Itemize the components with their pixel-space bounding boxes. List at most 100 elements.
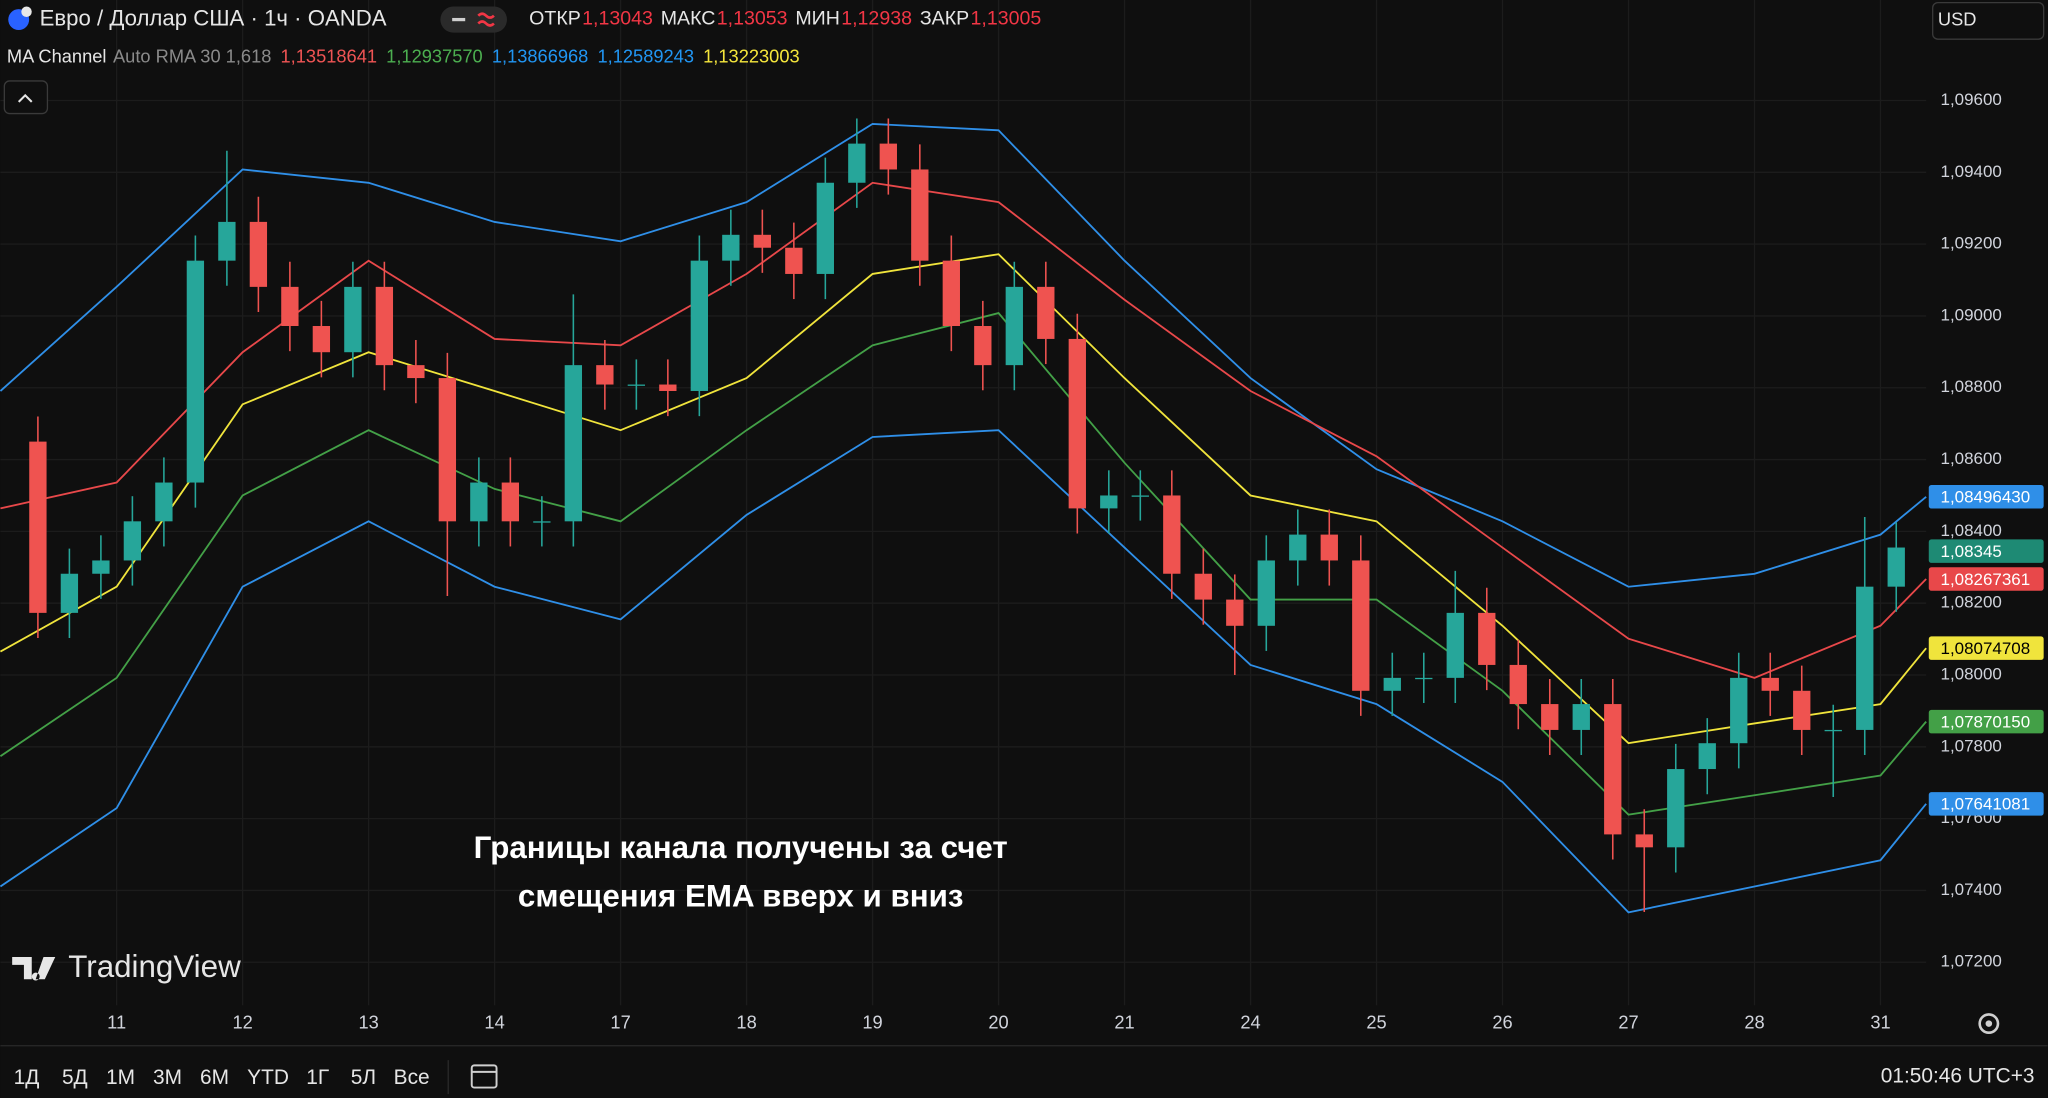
price-label-box <box>1928 709 2044 734</box>
range-button[interactable]: 3M <box>153 1066 182 1089</box>
candle-body <box>92 560 110 574</box>
channel-line <box>0 429 1927 914</box>
candle-body <box>1604 704 1622 835</box>
indicator-value: 1,12589243 <box>597 45 694 66</box>
channel-line <box>0 122 1927 588</box>
x-tick-label: 11 <box>107 1011 126 1032</box>
candle-body <box>375 286 394 366</box>
ohlc-value: 1,12938 <box>841 8 912 30</box>
indicator-legend: MA Channel Auto RMA 30 1,618 1,13518641 1,1… <box>7 45 800 66</box>
candle-body <box>249 221 268 287</box>
x-tick-label: 13 <box>358 1011 378 1032</box>
settings-icon-core <box>1985 1020 1993 1027</box>
range-button[interactable]: 1Д <box>14 1066 40 1089</box>
x-tick-label: 18 <box>736 1011 756 1032</box>
candle-body <box>1541 704 1559 730</box>
candle-body <box>1730 677 1748 744</box>
x-tick-label: 28 <box>1744 1011 1764 1032</box>
candle-body <box>1163 495 1181 574</box>
candle-body <box>1667 769 1685 848</box>
annotation: смещения EMA вверх и вниз <box>518 879 964 914</box>
indicator-value: 1,13518641 <box>281 45 378 66</box>
candle-body <box>501 482 520 522</box>
candle-body <box>911 169 929 261</box>
candle-body <box>407 365 425 379</box>
candle-body <box>470 482 488 522</box>
candle-body <box>312 326 331 353</box>
candle-body <box>1194 573 1212 600</box>
clock: 01:50:46 UTC+3 <box>1881 1065 2035 1088</box>
candle-body <box>753 234 771 248</box>
x-tick-label: 20 <box>988 1011 1008 1032</box>
x-tick-label: 17 <box>610 1011 630 1032</box>
range-button[interactable]: 1Г <box>306 1066 329 1089</box>
settings-icon[interactable] <box>1978 1013 2000 1035</box>
candle-body <box>942 260 960 327</box>
x-tick-label: 26 <box>1492 1011 1512 1032</box>
range-button[interactable]: 1M <box>106 1066 135 1089</box>
price-label: 1,07870150 <box>1941 712 2031 731</box>
candle-body <box>564 365 583 522</box>
currency-box[interactable] <box>1932 1 2045 40</box>
price-label: 1,08074708 <box>1941 639 2031 658</box>
candle-body <box>1415 677 1433 680</box>
candle-body <box>785 247 803 274</box>
candle-body <box>1005 286 1023 366</box>
indicator-name: MA Channel <box>7 45 107 66</box>
calendar-icon[interactable] <box>470 1064 498 1089</box>
candle-body <box>816 182 834 274</box>
candle-body <box>1352 560 1370 691</box>
collapse-icon <box>17 93 33 103</box>
grid <box>0 0 1927 1006</box>
price-label: 1,08345 <box>1941 542 2002 561</box>
logo-icon <box>12 956 56 981</box>
candle-body <box>218 221 236 261</box>
candle-body <box>1635 834 1653 848</box>
channel-line <box>0 253 1927 745</box>
candle-body <box>281 286 299 327</box>
candle-body <box>1131 495 1149 497</box>
candle-body <box>155 482 173 522</box>
range-button[interactable]: Все <box>394 1066 430 1089</box>
ohlc-value: 1,13005 <box>970 8 1041 30</box>
x-tick-label: 31 <box>1870 1011 1890 1032</box>
candle-body <box>29 441 47 613</box>
range-button[interactable]: YTD <box>247 1066 289 1089</box>
candle-body <box>438 378 457 522</box>
y-tick-label: 1,07400 <box>1941 880 2002 899</box>
candle-body <box>1856 586 1874 730</box>
indicator-params: Auto RMA 30 1,618 <box>113 45 271 66</box>
x-tick-label: 24 <box>1240 1011 1260 1032</box>
ohlc-legend: ОТКР1,13043 МАКС1,13053 МИН1,12938 ЗАКР1,13… <box>529 8 1041 30</box>
x-tick-label: 19 <box>862 1011 882 1032</box>
logo-text: TradingView <box>68 949 241 984</box>
y-tick-label: 1,08000 <box>1941 664 2002 683</box>
ohlc-label: ЗАКР <box>920 8 969 30</box>
candle-body <box>1572 704 1590 730</box>
candle-body <box>1761 677 1779 691</box>
currency: USD <box>1938 9 1977 30</box>
y-tick-label: 1,09200 <box>1941 234 2002 253</box>
y-tick-label: 1,09000 <box>1941 305 2002 324</box>
x-tick-label: 14 <box>484 1011 504 1032</box>
candle-body <box>1446 612 1464 678</box>
candle-body <box>848 143 866 183</box>
range-button[interactable]: 6M <box>200 1066 229 1089</box>
candle-body <box>1257 560 1275 626</box>
candle-body <box>1383 677 1401 691</box>
toggle-pill[interactable] <box>440 6 507 33</box>
x-tick-label: 21 <box>1114 1011 1134 1032</box>
annotation: Границы канала получены за счет <box>474 830 1008 865</box>
candle-body <box>1068 338 1086 509</box>
x-tick-label: 25 <box>1366 1011 1386 1032</box>
candle-body <box>1100 495 1118 509</box>
range-button[interactable]: 5Л <box>351 1066 376 1089</box>
candle-body <box>1037 286 1055 339</box>
indicator-value: 1,12937570 <box>386 45 483 66</box>
range-button[interactable]: 5Д <box>62 1066 88 1089</box>
y-tick-label: 1,09400 <box>1941 162 2002 181</box>
price-label-box <box>1928 636 2044 660</box>
ohlc-value: 1,13043 <box>582 8 653 30</box>
price-label: 1,08267361 <box>1941 570 2031 589</box>
